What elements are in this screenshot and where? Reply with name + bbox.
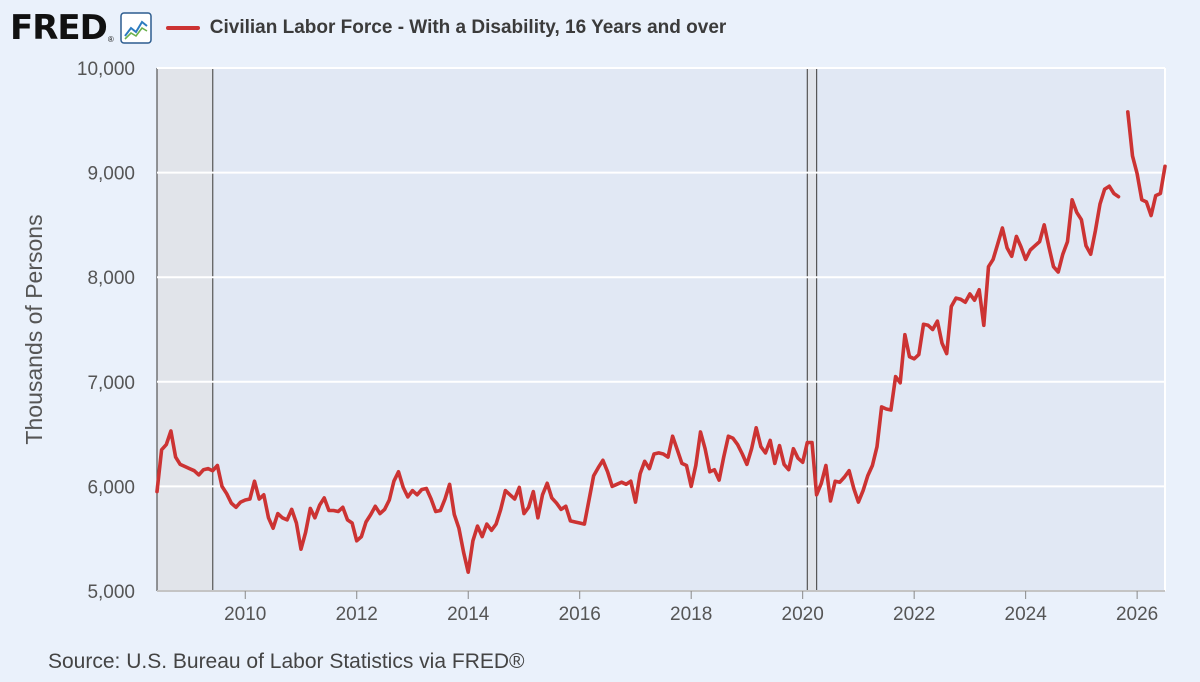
legend-series-label: Civilian Labor Force - With a Disability… bbox=[209, 17, 727, 38]
fred-logo[interactable]: FRED bbox=[10, 8, 108, 48]
x-tick-label: 2014 bbox=[447, 604, 490, 625]
chart-header: FRED ® Civilian Labor Force - With a Dis… bbox=[10, 8, 726, 48]
x-tick-label: 2022 bbox=[893, 604, 935, 625]
y-tick-label: 6,000 bbox=[87, 477, 135, 498]
source-note: Source: U.S. Bureau of Labor Statistics … bbox=[48, 650, 525, 673]
x-tick-label: 2018 bbox=[670, 604, 712, 625]
y-tick-label: 5,000 bbox=[87, 582, 135, 603]
recession-band-0 bbox=[157, 68, 213, 591]
line-chart: 5,000 6,000 7,000 8,000 9,000 10,000 2010 2012 2… bbox=[21, 59, 1167, 625]
legend-series-swatch bbox=[165, 26, 200, 30]
x-tick-label: 2010 bbox=[224, 604, 266, 625]
series-line-0-segment-0 bbox=[155, 184, 1121, 575]
chart-legend: Civilian Labor Force - With a Disability… bbox=[165, 17, 727, 39]
x-tick-label: 2026 bbox=[1116, 604, 1158, 625]
y-tick-label: 8,000 bbox=[87, 268, 135, 289]
series-line-0-segment-1 bbox=[1126, 110, 1167, 218]
fred-logo-registered-mark: ® bbox=[107, 34, 114, 44]
y-tick-label: 7,000 bbox=[87, 373, 135, 394]
y-tick-label: 10,000 bbox=[77, 59, 135, 80]
x-tick-label: 2016 bbox=[559, 604, 601, 625]
y-axis-label: Thousands of Persons bbox=[21, 214, 47, 444]
recession-band-1 bbox=[807, 68, 817, 591]
x-tick-label: 2012 bbox=[336, 604, 378, 625]
line-chart-icon bbox=[120, 12, 152, 44]
y-tick-label: 9,000 bbox=[87, 164, 135, 185]
x-tick-label: 2024 bbox=[1005, 604, 1048, 625]
x-tick-label: 2020 bbox=[782, 604, 824, 625]
